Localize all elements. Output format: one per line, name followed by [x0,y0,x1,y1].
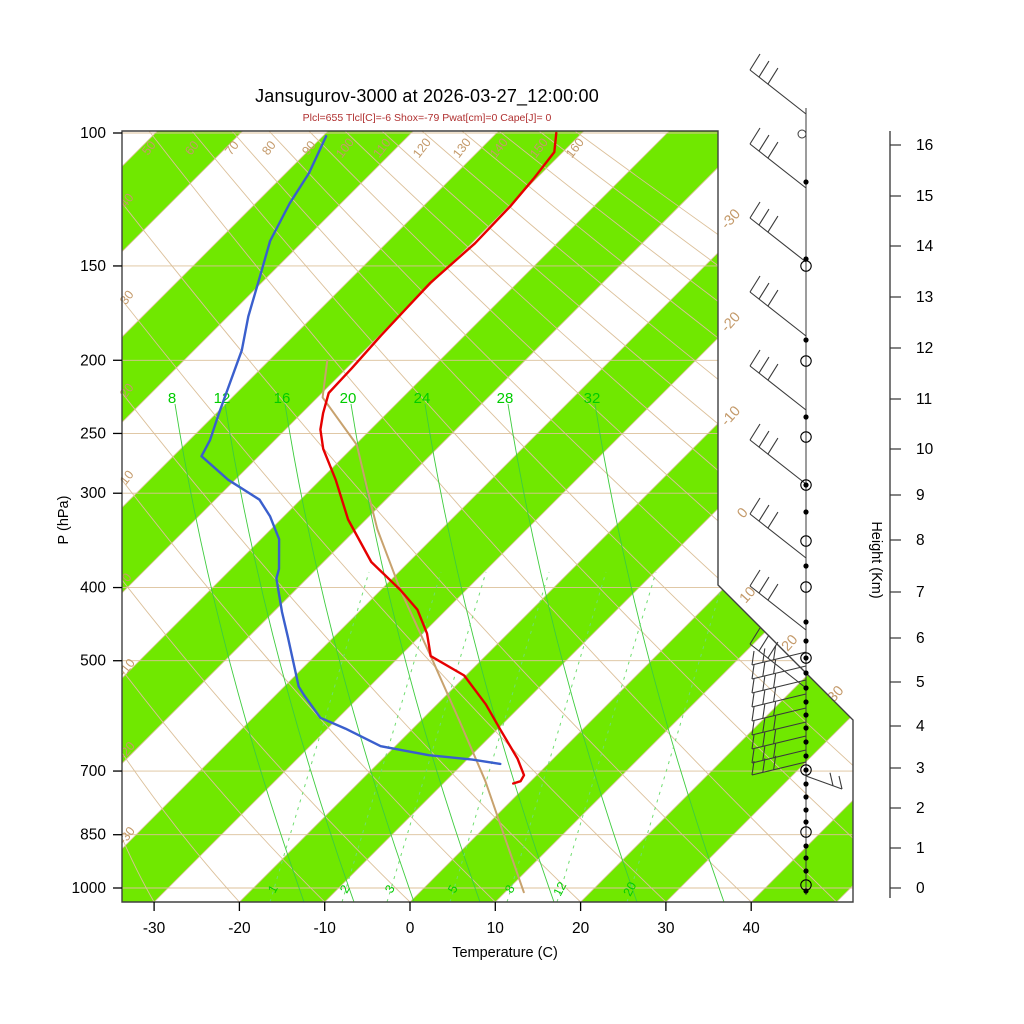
svg-text:500: 500 [80,653,106,670]
plot-frame [121,130,854,903]
svg-text:3: 3 [382,883,398,896]
svg-text:10: 10 [737,584,760,607]
svg-text:30: 30 [657,920,675,937]
svg-text:2: 2 [916,800,925,817]
svg-text:11: 11 [916,391,932,408]
svg-text:28: 28 [497,390,514,407]
svg-text:10: 10 [487,920,505,937]
svg-text:-10: -10 [718,403,744,429]
svg-text:16: 16 [916,137,933,154]
svg-text:20: 20 [621,880,640,899]
svg-text:10: 10 [117,468,137,488]
svg-text:250: 250 [80,425,106,442]
svg-text:1000: 1000 [72,880,107,897]
svg-text:150: 150 [80,258,106,275]
svg-text:90: 90 [299,138,319,158]
svg-text:10: 10 [916,441,934,458]
svg-text:70: 70 [222,138,242,158]
svg-text:16: 16 [274,390,291,407]
svg-text:-30: -30 [718,206,744,232]
svg-text:100: 100 [80,125,106,142]
svg-text:32: 32 [584,390,601,407]
svg-text:-30: -30 [143,920,166,937]
svg-text:40: 40 [743,920,761,937]
isotherm-stripes [122,131,853,902]
svg-text:400: 400 [80,580,106,597]
svg-text:130: 130 [450,135,474,160]
svg-text:5: 5 [916,674,925,691]
chart-title: Jansugurov-3000 at 2026-03-27_12:00:00 [255,86,599,106]
svg-text:Height (Km): Height (Km) [868,521,884,598]
svg-text:20: 20 [779,632,802,655]
svg-text:6: 6 [916,630,925,647]
svg-text:20: 20 [340,390,357,407]
svg-text:Temperature (C): Temperature (C) [452,945,558,961]
svg-text:14: 14 [916,238,934,255]
svg-text:0: 0 [916,880,925,897]
svg-text:P (hPa): P (hPa) [56,496,72,545]
svg-text:0: 0 [406,920,415,937]
svg-text:0: 0 [734,505,751,522]
svg-text:300: 300 [80,485,106,502]
svg-text:1: 1 [916,840,925,857]
svg-text:8: 8 [916,532,925,549]
wind-barb-column [749,53,843,895]
svg-text:15: 15 [916,188,933,205]
svg-text:12: 12 [551,880,570,899]
svg-text:12: 12 [916,340,933,357]
svg-text:9: 9 [916,487,925,504]
svg-text:20: 20 [572,920,590,937]
svg-text:4: 4 [916,718,925,735]
svg-text:24: 24 [414,390,431,407]
svg-text:-20: -20 [228,920,251,937]
sounding-curves [200,131,558,894]
svg-text:200: 200 [80,352,106,369]
svg-text:30: 30 [117,288,137,308]
svg-text:2: 2 [337,883,353,896]
svg-text:50: 50 [139,138,159,158]
svg-text:60: 60 [182,138,202,158]
svg-text:7: 7 [916,584,925,601]
svg-text:850: 850 [80,827,106,844]
svg-text:8: 8 [168,390,176,407]
svg-text:-20: -20 [718,309,744,335]
svg-text:80: 80 [259,138,279,158]
svg-text:3: 3 [916,760,925,777]
svg-text:700: 700 [80,763,106,780]
svg-text:120: 120 [410,135,434,160]
chart-subtitle-indices: Plcl=655 Tlcl[C]=-6 Shox=-79 Pwat[cm]=0 … [302,112,552,124]
svg-text:-10: -10 [313,920,336,937]
svg-text:13: 13 [916,289,933,306]
